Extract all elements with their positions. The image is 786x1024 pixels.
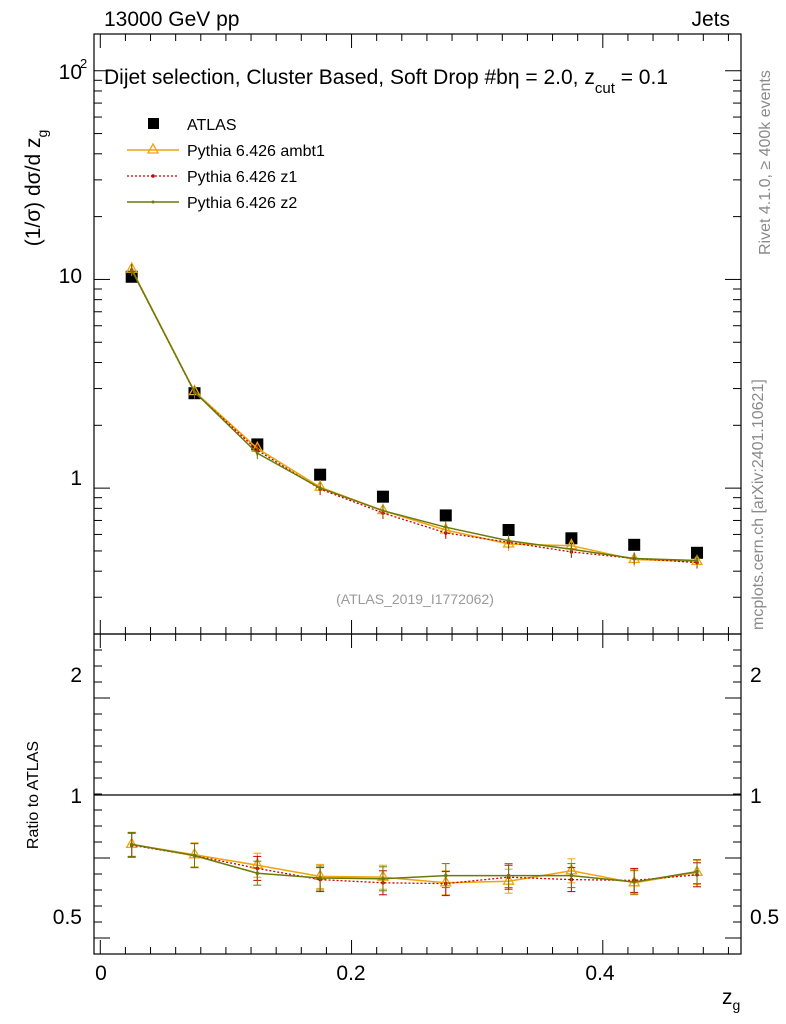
energy-label: 13000 GeV pp — [104, 8, 240, 31]
ratio-ylabel-text: Ratio to ATLAS — [25, 741, 42, 849]
main-title-text: Dijet selection, Cluster Based, Soft Dro… — [104, 66, 508, 89]
ratio-axis-ticks — [94, 633, 741, 955]
main-series-line-1 — [131, 268, 698, 563]
z2-data-point — [193, 390, 197, 394]
ratio-ylabel: Ratio to ATLAS — [25, 741, 42, 849]
analysis-id: (ATLAS_2019_I1772062) — [336, 591, 494, 607]
legend-z1-marker — [151, 174, 155, 178]
z2-data-point — [381, 509, 385, 513]
main-ytick-label-100-exp: 2 — [80, 56, 87, 71]
xtick-label-0: 0 — [95, 962, 107, 985]
ratio-point — [569, 873, 574, 878]
main-panel: 10 2 10 1 (1/σ) dσ/d zg Dijet selection,… — [22, 33, 742, 635]
legend-atlas-label: ATLAS — [187, 117, 237, 134]
z2-data-point — [569, 547, 573, 551]
atlas-data-point — [691, 546, 704, 559]
main-title-sub: cut — [595, 80, 616, 97]
legend-z1-label: Pythia 6.426 z1 — [187, 169, 297, 186]
main-ytick-label-10: 10 — [59, 265, 82, 288]
legend-atlas-marker — [148, 118, 159, 129]
main-ylabel-text: (1/σ) dσ/d z — [22, 138, 45, 247]
atlas-data-point — [628, 538, 641, 551]
xlabel: zg — [722, 986, 740, 1013]
legend-ambt1-marker — [146, 142, 160, 154]
category-label: Jets — [691, 8, 730, 31]
legend-z2-marker — [151, 200, 155, 204]
xtick-label-0.2: 0.2 — [336, 962, 365, 985]
ratio-series-line-1 — [131, 844, 698, 885]
z2-data-point — [632, 557, 636, 561]
ratio-plot-frame — [93, 633, 742, 955]
ratio-series-line-2 — [131, 843, 698, 883]
main-ylabel: (1/σ) dσ/d zg — [22, 130, 50, 247]
xlabel-text: z — [722, 986, 733, 1009]
main-title-suffix: η = 2.0, z — [508, 66, 595, 89]
ratio-ytick-label-right-0.5: 0.5 — [750, 906, 779, 929]
z2-data-point — [255, 451, 259, 455]
xlabel-sub: g — [733, 997, 741, 1013]
main-series-line-2 — [131, 269, 698, 564]
ratio-point — [506, 873, 511, 878]
main-axis-ticks — [94, 34, 741, 635]
ratio-point — [695, 869, 699, 874]
z2-data-point — [695, 559, 699, 563]
legend-z2-label: Pythia 6.426 z2 — [187, 195, 297, 212]
ratio-series-line-0 — [131, 843, 698, 884]
main-title: Dijet selection, Cluster Based, Soft Dro… — [104, 66, 668, 97]
ratio-series-group — [125, 831, 704, 897]
svg-text:(1/σ) dσ/d zg: (1/σ) dσ/d zg — [22, 130, 50, 247]
ratio-panel: 2 1 0.5 2 1 0.5 Ratio to ATLAS 0 0.2 0.4… — [25, 633, 779, 1013]
main-ytick-label-100: 10 — [59, 61, 82, 84]
main-series-line-3 — [131, 269, 698, 562]
ratio-ytick-label-1: 1 — [70, 785, 82, 808]
ratio-point — [443, 873, 448, 878]
xtick-label-0.4: 0.4 — [585, 962, 615, 985]
ratio-ytick-label-2: 2 — [70, 664, 82, 687]
atlas-data-point — [314, 468, 327, 481]
main-ytick-label-1: 1 — [70, 467, 82, 490]
atlas-data-point — [439, 509, 452, 522]
main-ylabel-sub: g — [34, 130, 50, 138]
main-title-end: = 0.1 — [615, 66, 668, 89]
ratio-point — [632, 880, 637, 884]
atlas-data-point — [502, 524, 515, 537]
atlas-data-point — [565, 532, 578, 545]
ratio-ytick-label-right-1: 1 — [750, 785, 762, 808]
ratio-point — [192, 853, 197, 858]
z2-data-point — [507, 539, 511, 543]
main-series-group — [125, 261, 704, 569]
legend: ATLAS Pythia 6.426 ambt1 Pythia 6.426 z1… — [127, 117, 325, 212]
ratio-ytick-label-right-2: 2 — [750, 664, 762, 687]
ratio-point — [381, 877, 385, 881]
z2-data-point — [130, 268, 134, 272]
z2-data-point — [318, 486, 322, 490]
ratio-ytick-label-0.5: 0.5 — [53, 906, 82, 929]
legend-ambt1-label: Pythia 6.426 ambt1 — [187, 143, 325, 160]
ratio-point — [255, 871, 260, 875]
ratio-point — [129, 842, 134, 847]
ratio-point — [318, 876, 322, 880]
z2-data-point — [444, 525, 448, 529]
atlas-data-point — [376, 490, 389, 503]
